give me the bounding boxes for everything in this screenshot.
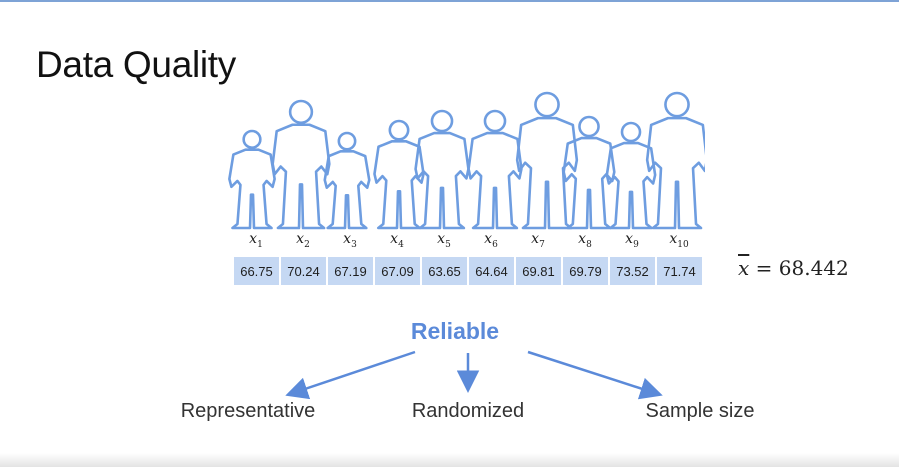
top-rule [0, 0, 899, 2]
sample-label: x5 [437, 231, 451, 250]
arrow-to-representative [285, 350, 416, 400]
sample-value-cell: 70.24 [281, 257, 326, 285]
sample-label: x3 [343, 231, 357, 250]
sample-label: x6 [484, 231, 498, 250]
sample-label: x10 [669, 231, 689, 250]
sample-value-cell: 66.75 [234, 257, 279, 285]
sample-value-cell: 67.09 [375, 257, 420, 285]
sample-label: x2 [296, 231, 310, 250]
mean-operator: = [755, 256, 773, 280]
sample-value-cell: 69.79 [563, 257, 608, 285]
sample-values-row: 66.75 70.24 67.19 67.09 63.65 64.64 69.81 69.79… [234, 257, 704, 285]
mean-symbol: x [738, 256, 750, 280]
slide-title: Data Quality [36, 44, 236, 85]
reliable-label: Reliable [410, 318, 500, 344]
sample-size-label: Sample size [645, 400, 755, 422]
randomized-label: Randomized [411, 400, 525, 422]
sample-label: x8 [578, 231, 592, 250]
arrow-to-sample-size [527, 350, 663, 400]
sample-mean: x = 68.442 [738, 256, 849, 280]
sample-value-cell: 64.64 [469, 257, 514, 285]
sample-label: x1 [249, 231, 263, 250]
sample-value-cell: 71.74 [657, 257, 702, 285]
bottom-shadow [0, 453, 899, 467]
sample-label: x7 [531, 231, 545, 250]
sample-label: x9 [625, 231, 639, 250]
mean-value: 68.442 [778, 256, 849, 280]
sample-label: x4 [390, 231, 404, 250]
representative-label: Representative [180, 400, 316, 422]
people-silhouettes-icon [228, 91, 705, 230]
sample-value-cell: 63.65 [422, 257, 467, 285]
sample-value-cell: 67.19 [328, 257, 373, 285]
sample-value-cell: 69.81 [516, 257, 561, 285]
sample-value-cell: 73.52 [610, 257, 655, 285]
